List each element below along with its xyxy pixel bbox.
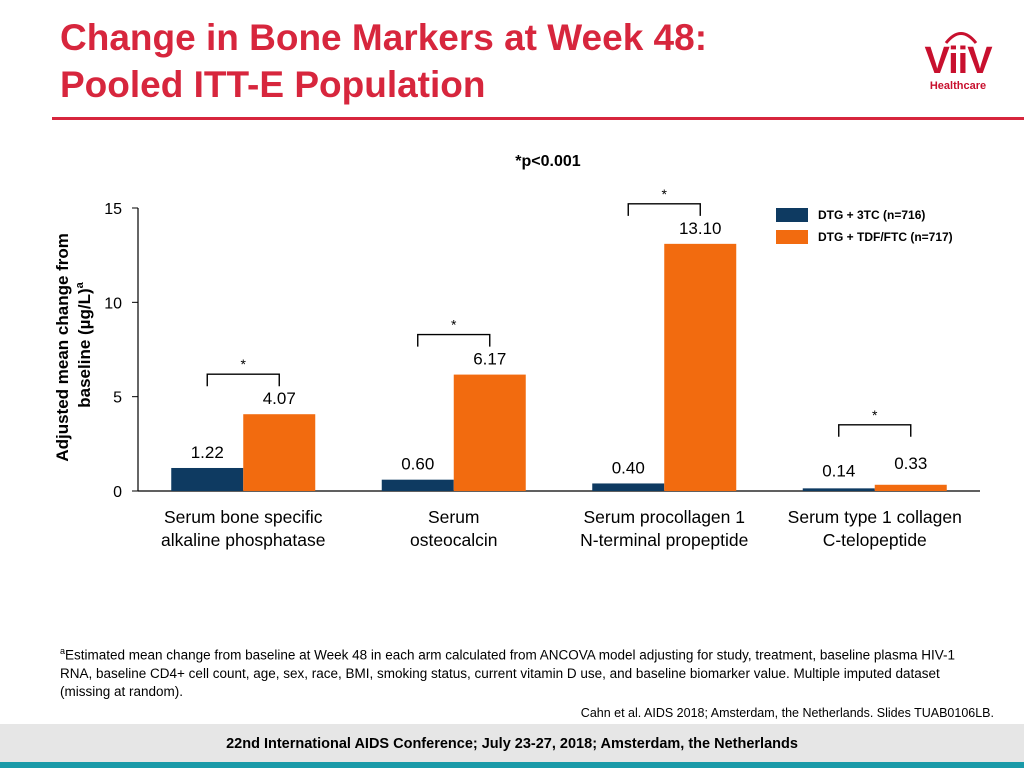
category-label: Serum type 1 collagen	[788, 507, 962, 527]
legend-swatch	[776, 208, 808, 222]
bone-markers-bar-chart: *p<0.001 Adjusted mean change from basel…	[53, 153, 980, 550]
legend-label: DTG + TDF/FTC (n=717)	[818, 230, 953, 244]
category-label: Serum bone specific	[164, 507, 323, 527]
y-tick-label: 15	[104, 201, 122, 218]
footer-accent-bar	[0, 762, 1024, 768]
bar-dtg-tdf-ftc	[243, 414, 316, 491]
logo-wordmark: ViiV	[924, 40, 992, 82]
conference-footer-text: 22nd International AIDS Conference; July…	[226, 736, 798, 752]
data-label: 6.17	[473, 350, 506, 369]
logo-arc-icon	[944, 32, 978, 44]
pvalue-note: *p<0.001	[515, 153, 580, 170]
significance-bracket	[206, 373, 280, 387]
category-label: Serum	[428, 507, 480, 527]
y-axis-label: Adjusted mean change from baseline (µg/L…	[53, 228, 94, 461]
significance-bracket	[627, 203, 701, 216]
category-label: N-terminal propeptide	[580, 530, 748, 550]
significance-star: *	[451, 317, 457, 333]
data-label: 4.07	[263, 389, 296, 408]
title-divider	[52, 117, 1024, 120]
legend-swatch	[776, 230, 808, 244]
significance-bracket	[417, 333, 491, 347]
slide-title-line2: Pooled ITT-E Population	[60, 64, 486, 105]
bar-dtg-3tc	[592, 483, 665, 491]
data-label: 1.22	[191, 443, 224, 462]
bar-dtg-tdf-ftc	[453, 374, 526, 491]
significance-star: *	[662, 186, 668, 202]
category-label: alkaline phosphatase	[161, 530, 325, 550]
slide-title-line1: Change in Bone Markers at Week 48:	[60, 17, 708, 58]
data-label: 0.40	[612, 458, 645, 477]
significance-star: *	[872, 407, 878, 423]
category-label: Serum procollagen 1	[584, 507, 745, 527]
y-axis-label-line1: Adjusted mean change from	[53, 233, 72, 462]
bar-dtg-3tc	[171, 467, 244, 491]
footnote: aEstimated mean change from baseline at …	[60, 642, 980, 701]
footnote-marker: a	[60, 646, 66, 656]
category-label: osteocalcin	[410, 530, 498, 550]
bar-dtg-3tc	[381, 479, 454, 491]
viiv-logo: ViiV Healthcare	[918, 28, 998, 98]
bar-dtg-tdf-ftc	[874, 484, 947, 491]
y-tick-label: 10	[104, 295, 122, 312]
bar-dtg-3tc	[802, 488, 875, 491]
significance-bracket	[838, 424, 912, 437]
citation: Cahn et al. AIDS 2018; Amsterdam, the Ne…	[580, 706, 994, 720]
data-label: 0.14	[822, 461, 855, 480]
bar-dtg-tdf-ftc	[664, 243, 737, 491]
data-label: 13.10	[679, 219, 722, 238]
logo-subtitle: Healthcare	[929, 80, 987, 92]
data-label: 0.60	[401, 455, 434, 474]
category-label: C-telopeptide	[823, 530, 927, 550]
data-label: 0.33	[894, 454, 927, 473]
conference-footer: 22nd International AIDS Conference; July…	[0, 724, 1024, 762]
y-tick-label: 0	[113, 484, 122, 501]
legend-label: DTG + 3TC (n=716)	[818, 208, 925, 222]
y-axis-label-sup: a	[74, 281, 86, 288]
footnote-text: Estimated mean change from baseline at W…	[60, 647, 955, 699]
significance-star: *	[241, 356, 247, 372]
y-tick-label: 5	[113, 390, 122, 407]
y-axis-label-line2: baseline (µg/L)	[75, 288, 94, 407]
slide-title: Change in Bone Markers at Week 48: Poole…	[60, 14, 707, 108]
